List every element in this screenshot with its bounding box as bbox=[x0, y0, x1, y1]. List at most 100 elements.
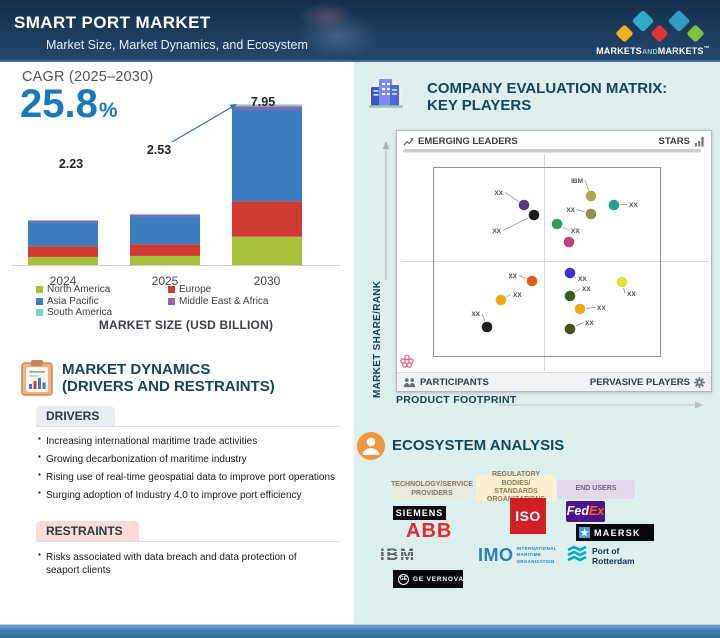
legend-swatch bbox=[168, 297, 175, 305]
restraints-tab: RESTRAINTS bbox=[36, 521, 139, 541]
siemens-logo: SIEMENS bbox=[393, 506, 446, 520]
ecosystem-title: ECOSYSTEM ANALYSIS bbox=[392, 437, 565, 454]
x-tick-label: 2024 bbox=[50, 274, 77, 288]
legend-item: Middle East & Africa bbox=[168, 296, 268, 307]
bars-star-icon bbox=[694, 135, 705, 147]
ge-vernova-logo: GE GE VERNOVA bbox=[393, 570, 463, 588]
driver-item: Rising use of real-time geospatial data … bbox=[38, 470, 350, 484]
waves-icon bbox=[566, 545, 588, 568]
trend-up-icon bbox=[403, 137, 414, 146]
bar-segment bbox=[28, 220, 98, 223]
matrix-dot-label: XX bbox=[566, 207, 575, 214]
bar-segment bbox=[130, 216, 200, 245]
bar-segment bbox=[130, 244, 200, 256]
matrix-dot-label: XX bbox=[571, 228, 580, 235]
ge-monogram-icon: GE bbox=[398, 573, 409, 585]
legend-item: North America bbox=[36, 284, 112, 295]
legend-label: North America bbox=[47, 284, 111, 295]
drivers-list: Increasing international maritime trade … bbox=[38, 434, 350, 507]
flower-icon bbox=[399, 353, 415, 369]
bar-segment bbox=[232, 106, 302, 110]
legend-item: South America bbox=[36, 307, 112, 318]
x-axis-arrow bbox=[498, 397, 705, 415]
driver-item: Increasing international maritime trade … bbox=[38, 434, 350, 448]
matrix-dot bbox=[564, 267, 576, 279]
restraint-item: Risks associated with data breach and da… bbox=[38, 550, 323, 577]
quadrant-label-emerging-leaders: EMERGING LEADERS bbox=[418, 135, 518, 147]
market-size-bar-chart: 2.23 2.53 7.95 2024 2025 2030 bbox=[12, 95, 340, 288]
matrix-dot bbox=[585, 208, 597, 220]
matrix-dot-label: IBM bbox=[571, 178, 583, 185]
brand-diamond-icon bbox=[686, 24, 705, 43]
matrix-dot bbox=[481, 321, 493, 333]
gear-icon bbox=[694, 376, 705, 388]
bar-segment bbox=[28, 256, 98, 265]
evaluation-matrix: XX XX IBM XX XX XX XX XX XX XX XX XX XX XX EMERGING L… bbox=[396, 130, 712, 392]
matrix-dot-label: XX bbox=[494, 190, 503, 197]
matrix-bottom-labels: PARTICIPANTS PERVASIVE PLAYERS bbox=[397, 372, 711, 391]
x-tick-label: 2025 bbox=[152, 274, 179, 288]
imo-org-text: INTERNATIONAL MARITIME ORGANIZATION bbox=[516, 546, 557, 564]
legend-swatch bbox=[36, 309, 43, 316]
header-photo bbox=[278, 0, 393, 60]
quadrant-label-participants: PARTICIPANTS bbox=[420, 376, 489, 388]
matrix-dot-label: XX bbox=[513, 292, 522, 299]
marketsandmarkets-logo: MARKETSANDMARKETS™ bbox=[590, 6, 716, 58]
brand-wordmark: MARKETSANDMARKETS™ bbox=[596, 46, 710, 56]
matrix-dot-label: XX bbox=[582, 286, 591, 293]
matrix-dot-label: XX bbox=[508, 273, 517, 280]
matrix-dot-label: XX bbox=[578, 276, 587, 283]
star-icon bbox=[579, 527, 590, 538]
bar-segment bbox=[232, 201, 302, 237]
matrix-dot-label: XX bbox=[627, 291, 636, 298]
matrix-dot bbox=[608, 199, 620, 211]
ibm-logo: IBM bbox=[378, 545, 418, 564]
matrix-dot-label: XX bbox=[492, 228, 501, 235]
bar-segment bbox=[130, 213, 200, 215]
evaluation-matrix-title: COMPANY EVALUATION MATRIX: KEY PLAYERS bbox=[427, 80, 668, 115]
matrix-dot bbox=[526, 275, 538, 287]
evaluation-matrix-plot: XX XX IBM XX XX XX XX XX XX XX XX XX XX XX bbox=[401, 149, 709, 371]
restraints-list: Risks associated with data breach and da… bbox=[38, 550, 323, 582]
bar-segment bbox=[232, 104, 302, 107]
growth-arrow bbox=[171, 106, 232, 143]
quadrant-label-stars: STARS bbox=[658, 135, 691, 147]
legend-item: Asia Pacific bbox=[36, 296, 112, 307]
legend-label: Asia Pacific bbox=[47, 295, 99, 307]
divider bbox=[36, 426, 340, 427]
matrix-dot bbox=[528, 209, 540, 221]
legend-label: Middle East & Africa bbox=[179, 295, 269, 307]
page-subtitle: Market Size, Market Dynamics, and Ecosys… bbox=[46, 38, 308, 52]
x-axis-label: PRODUCT FOOTPRINT bbox=[396, 394, 517, 406]
bar-segment bbox=[130, 214, 200, 217]
matrix-dot-label: XX bbox=[471, 311, 480, 318]
clipboard-chart-icon bbox=[20, 359, 54, 402]
matrix-dot bbox=[518, 199, 530, 211]
y-axis-arrow bbox=[380, 138, 392, 291]
matrix-dot bbox=[495, 294, 507, 306]
footer-bar bbox=[0, 624, 720, 638]
y-axis-label: MARKET SHARE/RANK bbox=[372, 280, 383, 398]
iso-logo: ISO bbox=[510, 498, 546, 534]
matrix-dot bbox=[551, 218, 563, 230]
driver-item: Growing decarbonization of maritime indu… bbox=[38, 452, 350, 466]
matrix-dot-label: XX bbox=[585, 320, 594, 327]
matrix-dot bbox=[585, 190, 597, 202]
chart-legend-col1: North America Asia Pacific South America bbox=[36, 284, 112, 319]
maersk-logo: MAERSK bbox=[576, 524, 654, 541]
legend-label: Europe bbox=[179, 284, 212, 295]
chart-legend-col2: Europe Middle East & Africa bbox=[168, 284, 268, 307]
ecosystem-column-header-endusers: END USERS bbox=[557, 480, 635, 499]
brand-diamond-icon bbox=[631, 9, 655, 33]
person-circle-icon bbox=[356, 431, 386, 466]
matrix-dot bbox=[616, 276, 628, 288]
matrix-top-labels: EMERGING LEADERS STARS bbox=[397, 133, 711, 149]
bar-segment bbox=[28, 246, 98, 257]
brand-diamond-icon bbox=[615, 24, 634, 43]
matrix-dot bbox=[563, 236, 575, 248]
fedex-logo: Fed Ex bbox=[566, 501, 605, 522]
bar-total-label: 7.95 bbox=[251, 95, 275, 109]
imo-logo: IMO INTERNATIONAL MARITIME ORGANIZATION bbox=[478, 545, 557, 566]
driver-item: Surging adoption of Industry 4.0 to impr… bbox=[38, 488, 350, 502]
